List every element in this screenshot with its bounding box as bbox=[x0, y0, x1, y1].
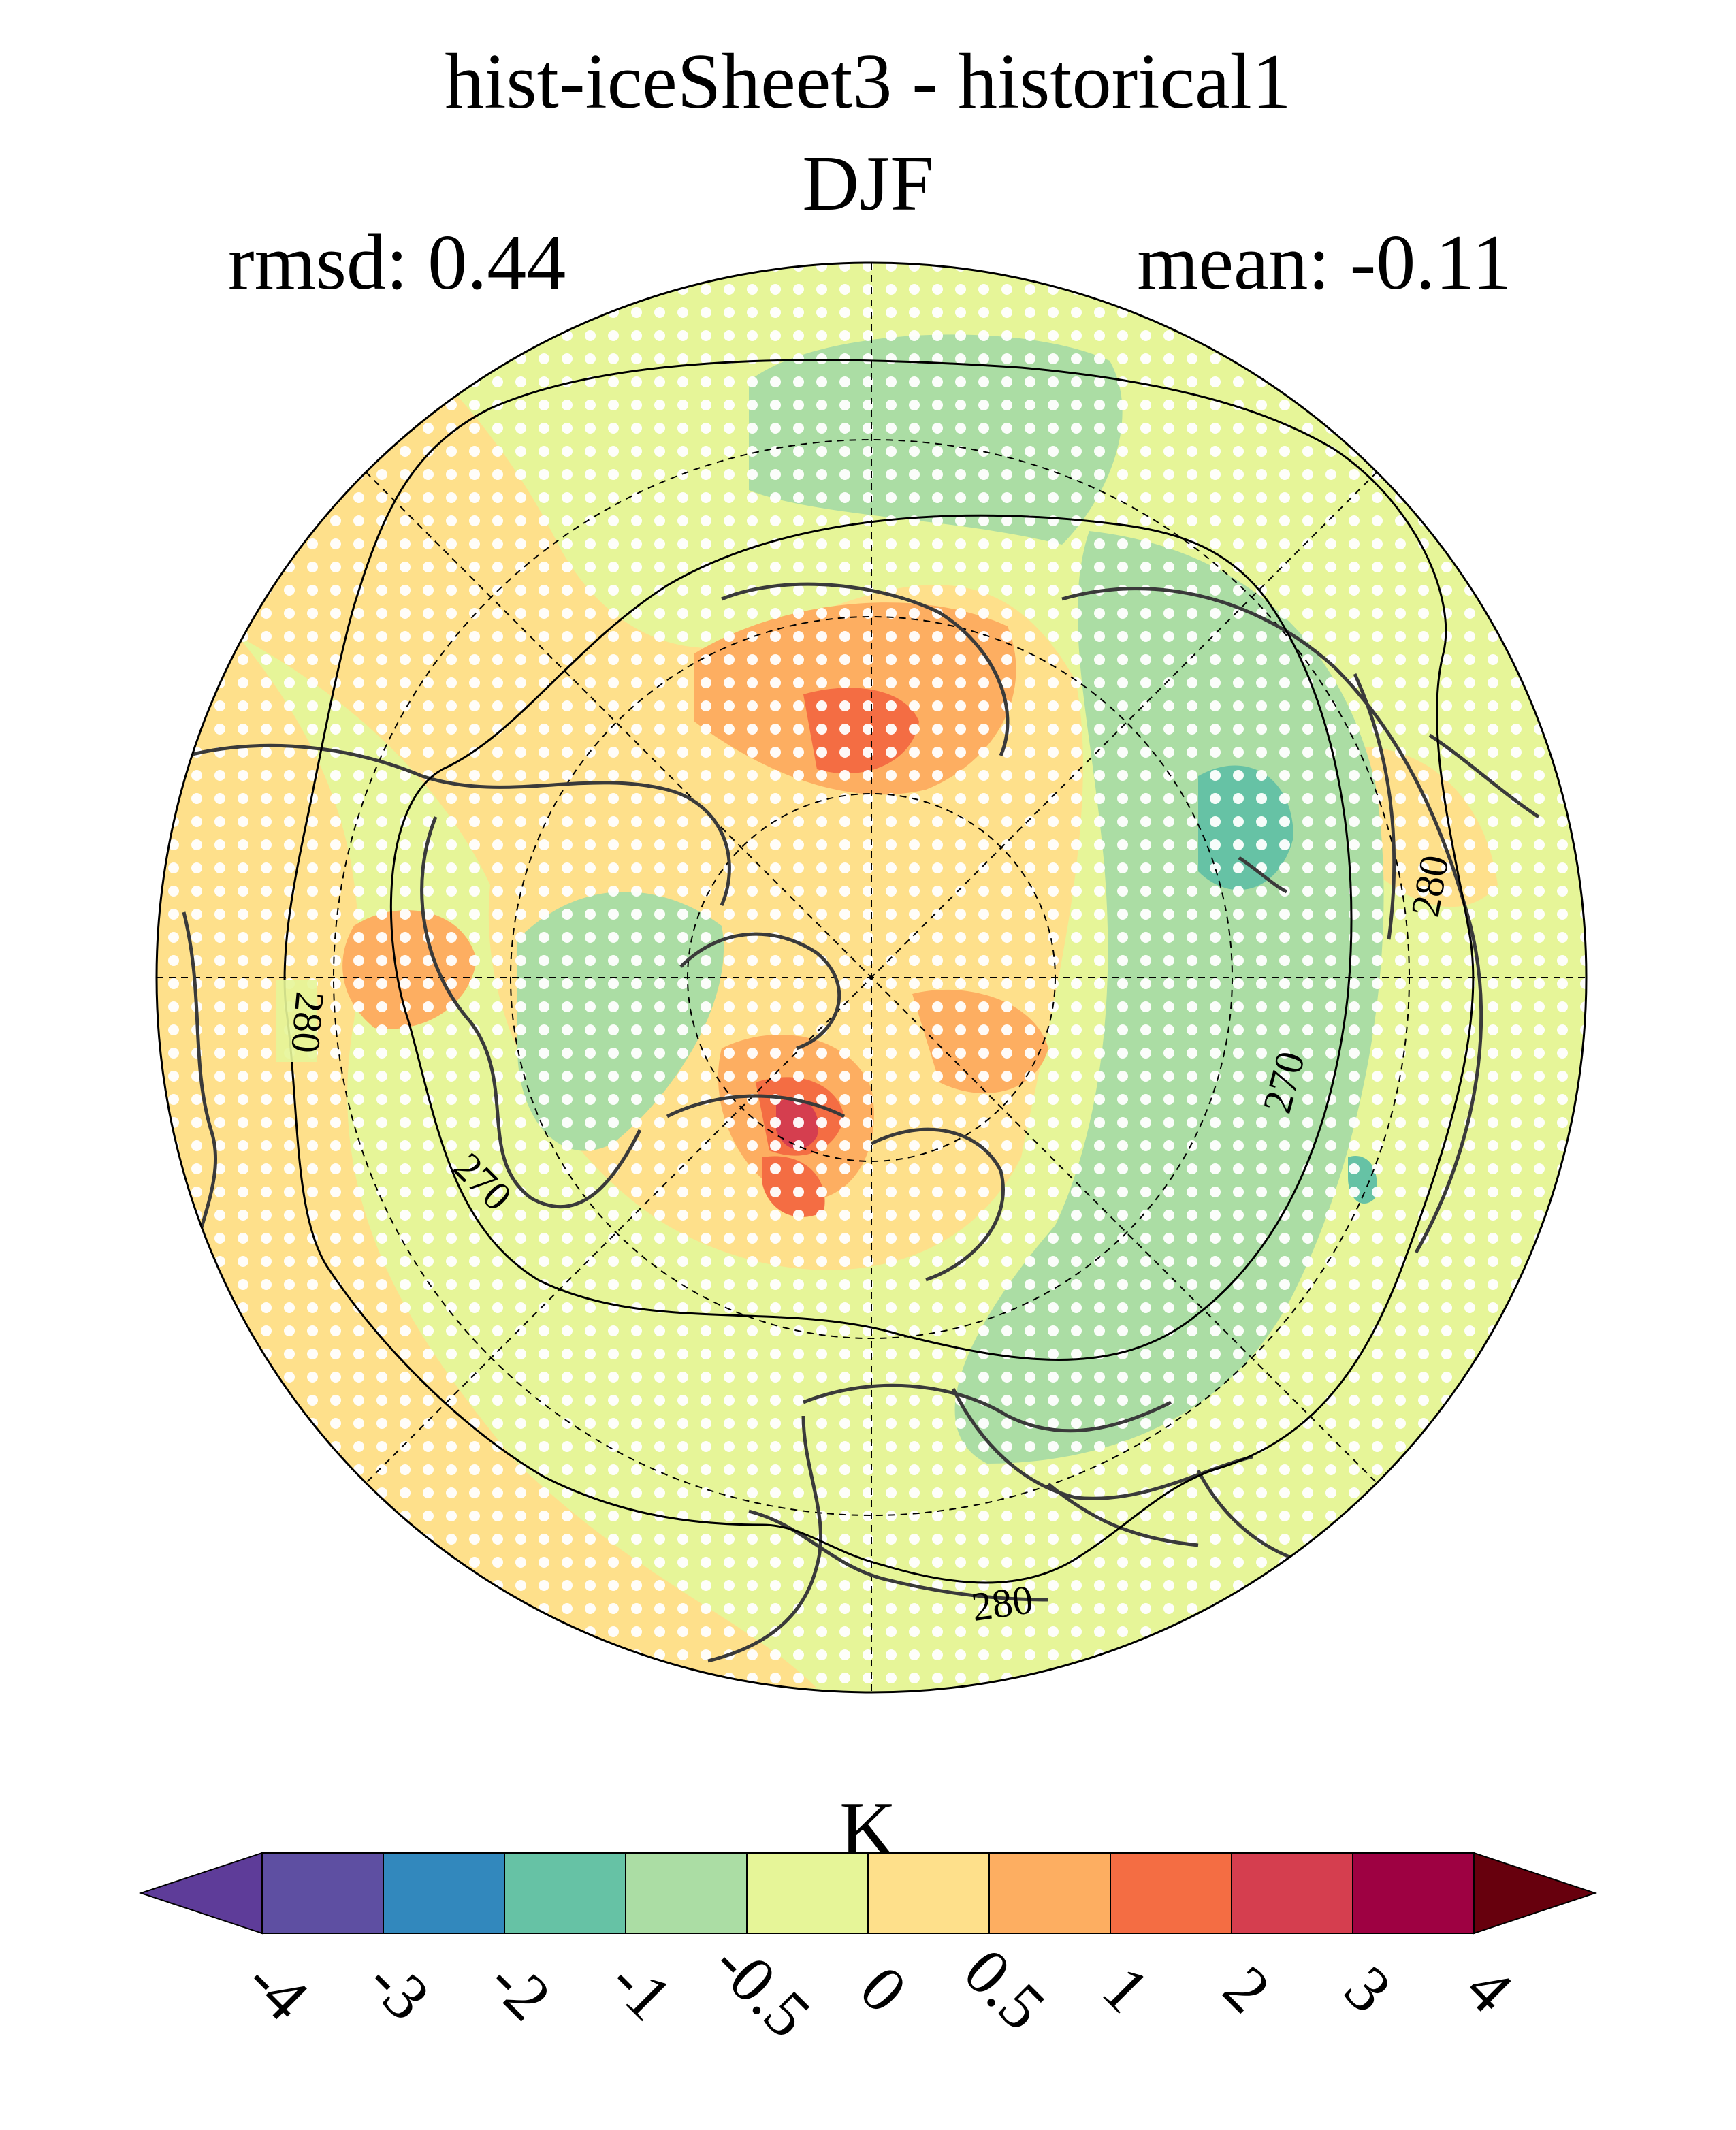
map-boundary bbox=[155, 261, 1588, 1694]
colorbar-tick-label: -3 bbox=[354, 1944, 444, 2034]
map-title: hist-iceSheet3 - historical1 bbox=[445, 38, 1291, 125]
colorbar-extend-low bbox=[138, 1852, 263, 1935]
colorbar-tick-labels: -4 -3 -2 -1 -0.5 0 0.5 1 2 3 4 bbox=[233, 1926, 1527, 2051]
season-label: DJF bbox=[802, 140, 934, 227]
contour-label-280-south: 280 bbox=[969, 1577, 1035, 1630]
colorbar-box bbox=[988, 1852, 1111, 1934]
coastlines bbox=[163, 582, 1540, 1663]
climatology-contours bbox=[283, 359, 1475, 1584]
colorbar-tick-label: -1 bbox=[596, 1944, 686, 2034]
colorbar-tick-label: -0.5 bbox=[700, 1926, 824, 2051]
colorbar-box bbox=[383, 1852, 505, 1934]
colorbar-tick-label: 1 bbox=[1089, 1952, 1163, 2027]
colorbar-tick-label: -2 bbox=[475, 1944, 565, 2034]
graticule bbox=[157, 263, 1586, 1692]
mean-label: mean: -0.11 bbox=[1137, 219, 1511, 306]
colorbar-box bbox=[746, 1852, 869, 1934]
colorbar-tick-label: 0.5 bbox=[950, 1935, 1060, 2044]
colorbar-box bbox=[504, 1852, 626, 1934]
colorbar-box bbox=[1352, 1852, 1475, 1934]
colorbar-segments bbox=[138, 1852, 1598, 1935]
colorbar-box bbox=[867, 1852, 990, 1934]
colorbar-box bbox=[1110, 1852, 1232, 1934]
colorbar-box bbox=[1231, 1852, 1353, 1934]
colorbar-tick-label: -4 bbox=[233, 1944, 323, 2034]
colorbar-tick-label: 0 bbox=[846, 1952, 921, 2027]
colorbar-extend-high bbox=[1473, 1852, 1598, 1935]
colorbar-tick-label: 4 bbox=[1452, 1952, 1527, 2027]
rmsd-label: rmsd: 0.44 bbox=[228, 219, 566, 306]
colorbar-tick-label: 2 bbox=[1210, 1952, 1285, 2027]
colorbar-box bbox=[625, 1852, 748, 1934]
colorbar-box bbox=[261, 1852, 384, 1934]
contour-label-280-west: 280 bbox=[283, 990, 333, 1054]
contour-label-280-east: 280 bbox=[1402, 852, 1458, 920]
colorbar-tick-label: 3 bbox=[1331, 1952, 1406, 2027]
